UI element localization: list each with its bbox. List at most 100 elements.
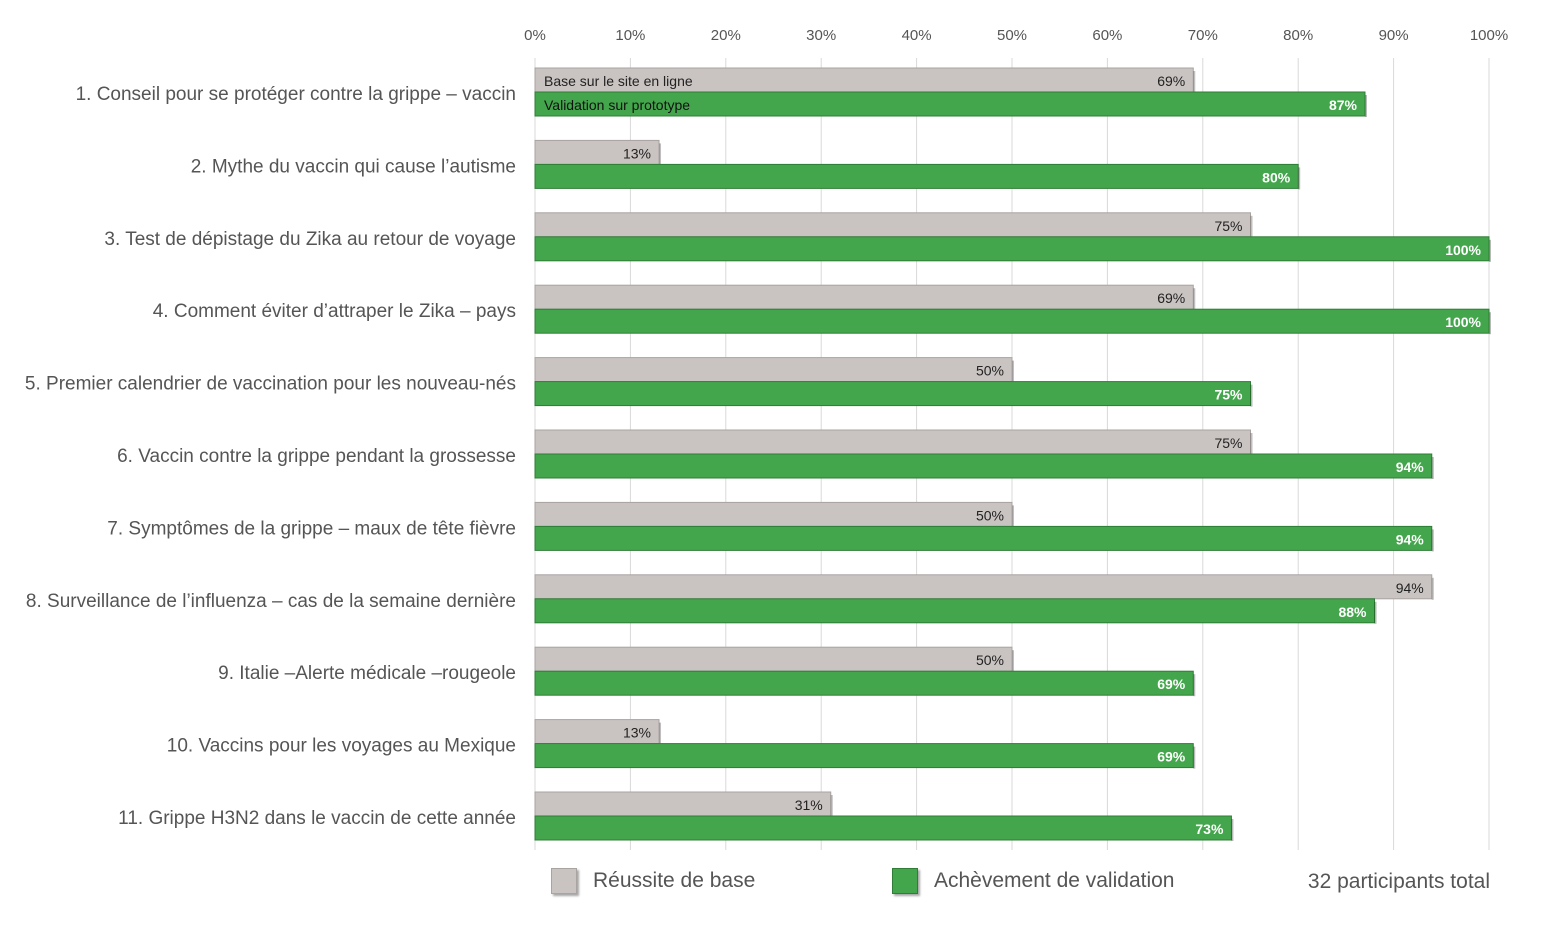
in-bar-label-validation: Validation sur prototype bbox=[544, 97, 690, 113]
bar-base-shadow bbox=[659, 722, 662, 745]
bar-base bbox=[534, 284, 1194, 310]
bar-base-shadow bbox=[830, 795, 833, 817]
bar-validation bbox=[534, 525, 1433, 551]
bar-validation-value-label: 73% bbox=[1195, 821, 1224, 837]
x-tick-label: 30% bbox=[806, 27, 836, 44]
bar-validation-shadow bbox=[1431, 457, 1434, 479]
category-label: 7. Symptômes de la grippe – maux de tête… bbox=[107, 518, 516, 539]
x-tick-label: 80% bbox=[1283, 27, 1313, 44]
bar-validation-shadow bbox=[1431, 529, 1434, 552]
bar-base-value-label: 69% bbox=[1157, 73, 1185, 89]
legend-item-base: Réussite de base bbox=[551, 868, 755, 894]
bar-validation bbox=[534, 236, 1490, 262]
bar-base-shadow bbox=[1250, 215, 1253, 238]
legend-item-validation: Achèvement de validation bbox=[892, 868, 1175, 894]
bar-base bbox=[534, 429, 1251, 455]
bar-base bbox=[534, 501, 1013, 527]
bar-validation-value-label: 100% bbox=[1445, 314, 1481, 330]
bar-validation bbox=[534, 670, 1194, 696]
x-tick-label: 0% bbox=[524, 27, 546, 44]
legend-swatch-base bbox=[551, 868, 577, 894]
bar-validation bbox=[534, 453, 1433, 479]
x-tick-label: 70% bbox=[1188, 27, 1218, 44]
bar-base-shadow bbox=[1012, 505, 1014, 528]
bar-base-shadow bbox=[659, 143, 662, 166]
bar-validation-value-label: 80% bbox=[1262, 169, 1291, 185]
bar-validation-shadow bbox=[1193, 674, 1196, 697]
bar-validation-shadow bbox=[1364, 95, 1367, 117]
bar-validation-shadow bbox=[1193, 746, 1196, 769]
x-tick-label: 10% bbox=[615, 27, 645, 44]
bar-base-value-label: 31% bbox=[795, 797, 823, 813]
bar-base bbox=[534, 646, 1013, 672]
bar-validation bbox=[534, 381, 1251, 407]
bar-validation-value-label: 69% bbox=[1157, 749, 1186, 765]
bar-base-value-label: 50% bbox=[976, 507, 1004, 523]
category-label: 3. Test de dépistage du Zika au retour d… bbox=[104, 229, 516, 250]
legend-label-base: Réussite de base bbox=[593, 869, 756, 892]
bar-validation-value-label: 87% bbox=[1329, 97, 1358, 113]
category-label: 2. Mythe du vaccin qui cause l’autisme bbox=[191, 156, 516, 177]
x-tick-label: 40% bbox=[902, 27, 932, 44]
x-tick-label: 60% bbox=[1092, 27, 1122, 44]
bar-base-value-label: 69% bbox=[1157, 290, 1185, 306]
legend: Réussite de base Achèvement de validatio… bbox=[0, 862, 1542, 902]
bar-validation-shadow bbox=[1374, 601, 1377, 624]
participants-note: 32 participants total bbox=[1307, 870, 1490, 893]
category-label: 4. Comment éviter d’attraper le Zika – p… bbox=[153, 301, 516, 322]
bar-base bbox=[534, 357, 1013, 383]
bar-validation-value-label: 75% bbox=[1214, 387, 1243, 403]
category-label: 1. Conseil pour se protéger contre la gr… bbox=[76, 84, 516, 105]
bar-base bbox=[534, 139, 660, 165]
bar-base-value-label: 75% bbox=[1214, 435, 1242, 451]
bar-validation bbox=[534, 163, 1299, 189]
bar-validation-value-label: 100% bbox=[1445, 242, 1481, 258]
x-tick-label: 50% bbox=[997, 27, 1027, 44]
bar-base-shadow bbox=[1012, 360, 1014, 383]
bar-base bbox=[534, 574, 1433, 600]
x-tick-label: 90% bbox=[1379, 27, 1409, 44]
bar-chart-plot: 0% 10% 20% 30% 40% 50% 60% 70% 80% 90% 100% 1. Cons… bbox=[25, 27, 1508, 850]
x-tick-label: 100% bbox=[1470, 27, 1508, 44]
bar-validation bbox=[534, 743, 1194, 769]
bar-base-value-label: 50% bbox=[976, 652, 1004, 668]
bar-validation-value-label: 88% bbox=[1338, 604, 1367, 620]
bar-base bbox=[534, 791, 832, 817]
category-label: 10. Vaccins pour les voyages au Mexique bbox=[167, 736, 516, 757]
bar-base-value-label: 13% bbox=[623, 725, 651, 741]
bar-validation-value-label: 94% bbox=[1396, 531, 1425, 547]
category-label: 11. Grippe H3N2 dans le vaccin de cette … bbox=[118, 808, 516, 829]
bar-validation-shadow bbox=[1489, 312, 1491, 335]
bar-base bbox=[534, 719, 660, 745]
category-label: 5. Premier calendrier de vaccination pou… bbox=[25, 374, 516, 395]
bar-validation-value-label: 94% bbox=[1396, 459, 1425, 475]
bar-base-shadow bbox=[1193, 288, 1196, 311]
bar-base-value-label: 94% bbox=[1396, 580, 1424, 596]
bar-validation-shadow bbox=[1231, 819, 1234, 841]
bar-validation bbox=[534, 598, 1376, 624]
bar-validation-value-label: 69% bbox=[1157, 676, 1186, 692]
bar-base-value-label: 13% bbox=[623, 145, 651, 161]
in-bar-label-base: Base sur le site en ligne bbox=[544, 73, 693, 89]
legend-label-validation: Achèvement de validation bbox=[934, 869, 1175, 892]
bar-validation bbox=[534, 815, 1232, 841]
x-tick-label: 20% bbox=[711, 27, 741, 44]
bar-validation-shadow bbox=[1489, 239, 1491, 262]
bar-validation bbox=[534, 308, 1490, 334]
bar-base-shadow bbox=[1193, 71, 1196, 93]
legend-swatch-validation bbox=[892, 868, 918, 894]
bar-base bbox=[534, 67, 1194, 93]
bar-base-value-label: 50% bbox=[976, 363, 1004, 379]
bar-base-shadow bbox=[1250, 433, 1253, 455]
category-label: 9. Italie –Alerte médicale –rougeole bbox=[218, 663, 516, 684]
bar-base bbox=[534, 212, 1251, 238]
bar-validation-shadow bbox=[1298, 167, 1301, 190]
category-label: 6. Vaccin contre la grippe pendant la gr… bbox=[117, 446, 516, 467]
bar-base-shadow bbox=[1431, 577, 1434, 600]
bar-validation-shadow bbox=[1250, 384, 1253, 407]
bar-base-shadow bbox=[1012, 650, 1014, 673]
category-label: 8. Surveillance de l’influenza – cas de … bbox=[26, 591, 516, 612]
bar-validation bbox=[534, 91, 1366, 117]
bar-base-value-label: 75% bbox=[1214, 218, 1242, 234]
